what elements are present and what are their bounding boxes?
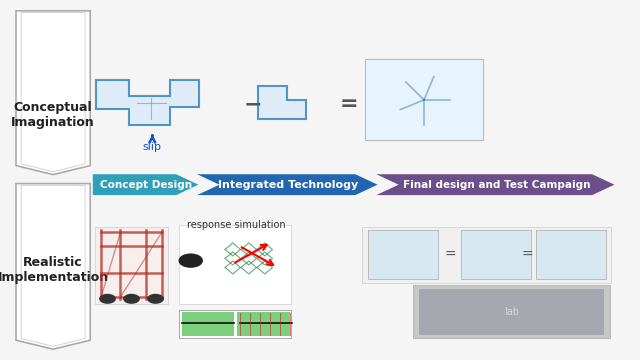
Polygon shape [16,11,90,175]
Polygon shape [259,86,307,119]
Circle shape [148,294,163,303]
Polygon shape [197,174,378,195]
Text: −: − [243,94,262,114]
FancyBboxPatch shape [179,225,291,304]
Polygon shape [93,174,198,195]
Text: Conceptual
Imagination: Conceptual Imagination [12,101,95,129]
Text: =: = [339,94,358,114]
Polygon shape [376,174,614,195]
FancyBboxPatch shape [461,230,531,279]
Polygon shape [16,184,90,349]
Text: =: = [522,248,533,262]
FancyBboxPatch shape [95,227,168,304]
Circle shape [124,294,140,303]
Text: Realistic
Implementation: Realistic Implementation [0,256,109,284]
FancyBboxPatch shape [179,310,291,338]
Text: lab: lab [504,307,519,317]
Circle shape [179,254,202,267]
FancyBboxPatch shape [182,312,234,336]
FancyBboxPatch shape [368,230,438,279]
Text: response simulation: response simulation [188,220,286,230]
Polygon shape [96,80,199,125]
FancyBboxPatch shape [362,227,611,283]
FancyBboxPatch shape [365,59,483,140]
FancyBboxPatch shape [536,230,606,279]
FancyBboxPatch shape [419,289,604,335]
Text: Concept Design: Concept Design [100,180,191,190]
Text: slip: slip [143,142,162,152]
Circle shape [100,294,115,303]
Text: Integrated Technology: Integrated Technology [218,180,358,190]
FancyBboxPatch shape [237,312,290,336]
Text: =: = [444,248,456,262]
Text: Final design and Test Campaign: Final design and Test Campaign [403,180,590,190]
FancyBboxPatch shape [413,285,610,338]
